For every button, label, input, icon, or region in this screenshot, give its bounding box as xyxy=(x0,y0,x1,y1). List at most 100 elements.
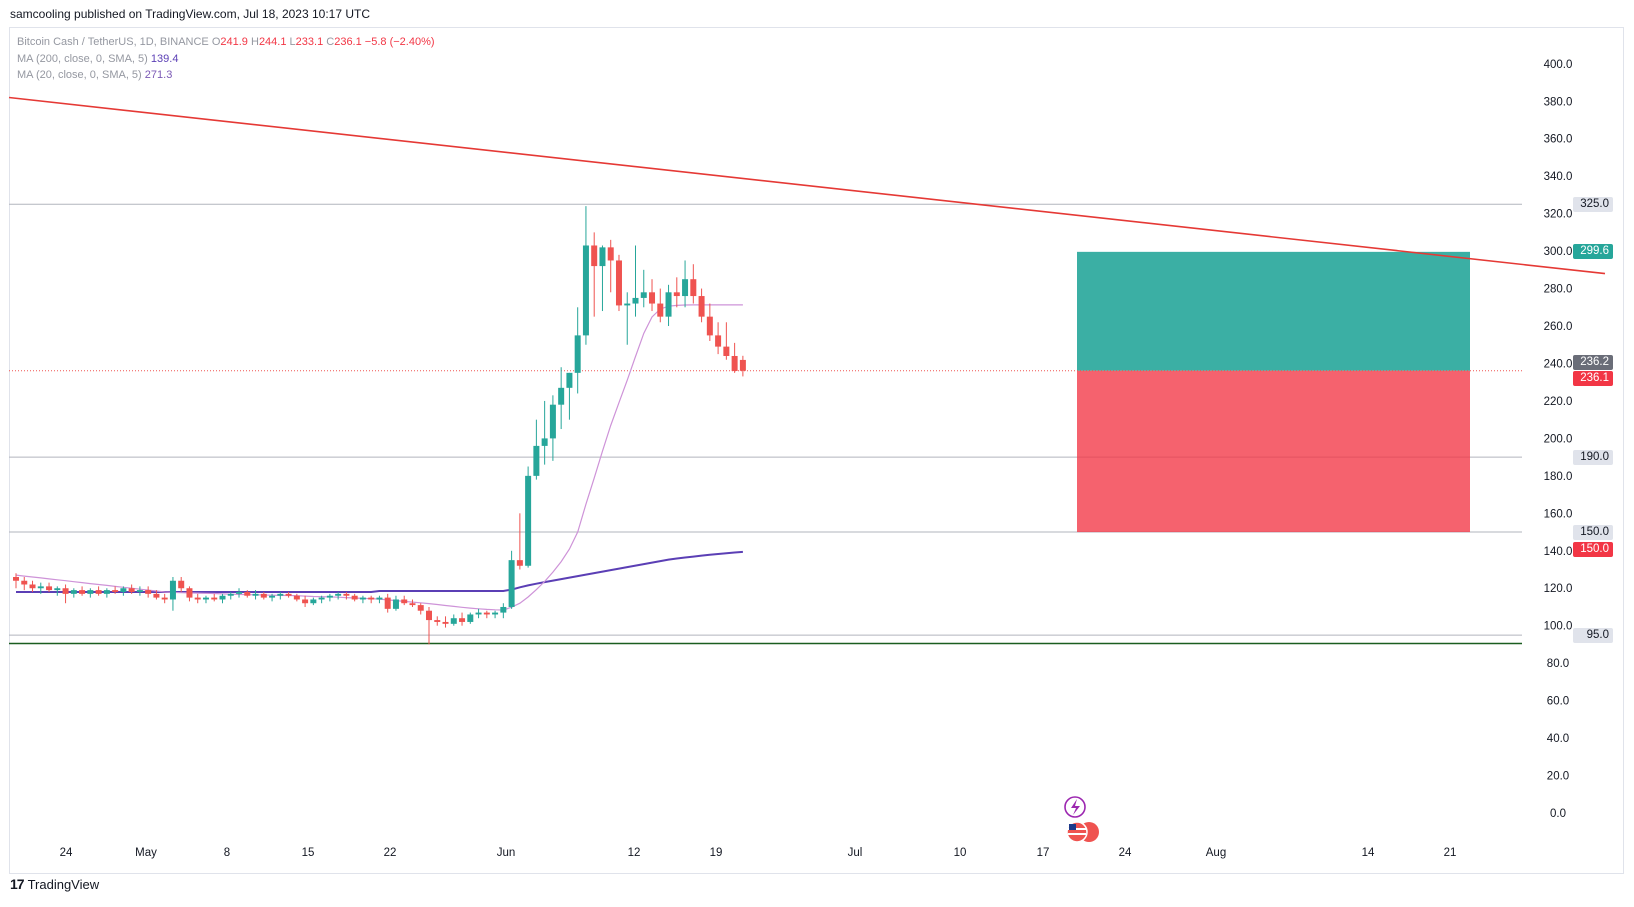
trendline[interactable] xyxy=(8,96,1606,275)
candle[interactable] xyxy=(417,603,424,615)
candle[interactable] xyxy=(120,586,127,596)
candle[interactable] xyxy=(29,580,36,592)
candle[interactable] xyxy=(310,597,317,606)
candle[interactable] xyxy=(591,232,598,317)
candle[interactable] xyxy=(624,292,631,345)
candle[interactable] xyxy=(318,595,325,604)
candle[interactable] xyxy=(640,269,647,308)
stop-zone[interactable] xyxy=(1077,370,1470,533)
chart-frame[interactable] xyxy=(9,27,1624,874)
candle[interactable] xyxy=(145,586,152,598)
candle[interactable] xyxy=(690,264,697,304)
candle[interactable] xyxy=(293,593,300,602)
candle[interactable] xyxy=(13,573,19,589)
candle[interactable] xyxy=(500,603,507,619)
candle[interactable] xyxy=(723,322,730,360)
candle[interactable] xyxy=(682,260,689,308)
candle[interactable] xyxy=(483,610,490,619)
candle[interactable] xyxy=(252,590,259,600)
candle[interactable] xyxy=(302,595,309,607)
candle[interactable] xyxy=(401,595,408,606)
candle[interactable] xyxy=(153,590,160,600)
candle[interactable] xyxy=(326,593,333,602)
ma200-line[interactable] xyxy=(16,550,743,593)
candle[interactable] xyxy=(384,593,391,613)
candle[interactable] xyxy=(467,612,474,624)
candle[interactable] xyxy=(169,577,176,611)
candle[interactable] xyxy=(219,593,226,604)
candle[interactable] xyxy=(244,590,251,598)
candle[interactable] xyxy=(343,591,350,600)
candle[interactable] xyxy=(426,606,432,645)
candle[interactable] xyxy=(706,303,713,342)
candle[interactable] xyxy=(186,586,193,602)
candle[interactable] xyxy=(269,593,276,602)
candle[interactable] xyxy=(194,593,201,604)
candle[interactable] xyxy=(227,591,234,600)
candle[interactable] xyxy=(715,322,722,355)
candle[interactable] xyxy=(459,612,466,626)
candle[interactable] xyxy=(731,342,738,373)
candle[interactable] xyxy=(376,595,383,604)
candle[interactable] xyxy=(525,466,532,568)
target-zone[interactable] xyxy=(1077,251,1470,371)
candle[interactable] xyxy=(103,588,110,598)
candle[interactable] xyxy=(79,586,86,596)
candle[interactable] xyxy=(615,254,622,312)
candle[interactable] xyxy=(434,616,441,626)
candle[interactable] xyxy=(492,610,499,619)
candle[interactable] xyxy=(442,616,449,628)
candle[interactable] xyxy=(87,588,94,598)
lightning-icon[interactable] xyxy=(1064,796,1086,818)
candle[interactable] xyxy=(359,595,366,604)
candle[interactable] xyxy=(582,206,589,345)
candle[interactable] xyxy=(409,599,416,607)
candle[interactable] xyxy=(368,595,375,604)
candle[interactable] xyxy=(665,284,672,327)
candle[interactable] xyxy=(475,608,482,619)
candle[interactable] xyxy=(632,245,639,317)
candle[interactable] xyxy=(533,419,540,480)
footer-brand[interactable]: 17 TradingView xyxy=(10,876,99,892)
candle[interactable] xyxy=(739,355,746,377)
candle[interactable] xyxy=(37,582,44,594)
candle[interactable] xyxy=(566,372,573,420)
candle[interactable] xyxy=(54,586,61,596)
position-tool[interactable] xyxy=(1077,251,1470,533)
candle[interactable] xyxy=(335,591,342,600)
candle[interactable] xyxy=(450,614,457,626)
candle[interactable] xyxy=(508,550,515,609)
candle[interactable] xyxy=(607,239,614,293)
candle[interactable] xyxy=(46,582,53,592)
candle[interactable] xyxy=(574,307,581,394)
candle[interactable] xyxy=(128,584,135,594)
candle[interactable] xyxy=(112,586,119,594)
candle[interactable] xyxy=(136,586,143,596)
candle[interactable] xyxy=(62,584,69,604)
candles[interactable] xyxy=(13,206,746,645)
candle[interactable] xyxy=(541,400,548,465)
candle[interactable] xyxy=(649,279,656,312)
candle[interactable] xyxy=(351,593,358,602)
candle[interactable] xyxy=(95,586,102,596)
candle[interactable] xyxy=(70,588,77,598)
candle[interactable] xyxy=(657,288,664,323)
candle[interactable] xyxy=(178,577,185,592)
candle[interactable] xyxy=(260,591,267,600)
candle[interactable] xyxy=(236,588,243,598)
candle[interactable] xyxy=(698,288,705,323)
event-icons[interactable] xyxy=(1064,796,1099,843)
candle[interactable] xyxy=(549,395,556,461)
candle[interactable] xyxy=(673,277,680,308)
candle[interactable] xyxy=(202,595,209,604)
candle[interactable] xyxy=(516,513,523,570)
candle[interactable] xyxy=(558,367,565,430)
candle[interactable] xyxy=(599,245,606,312)
candle[interactable] xyxy=(21,577,28,591)
candle[interactable] xyxy=(211,593,218,602)
candle[interactable] xyxy=(392,595,399,611)
candle[interactable] xyxy=(161,593,168,604)
candle[interactable] xyxy=(277,591,284,600)
us-flag-icon[interactable] xyxy=(1066,821,1099,843)
